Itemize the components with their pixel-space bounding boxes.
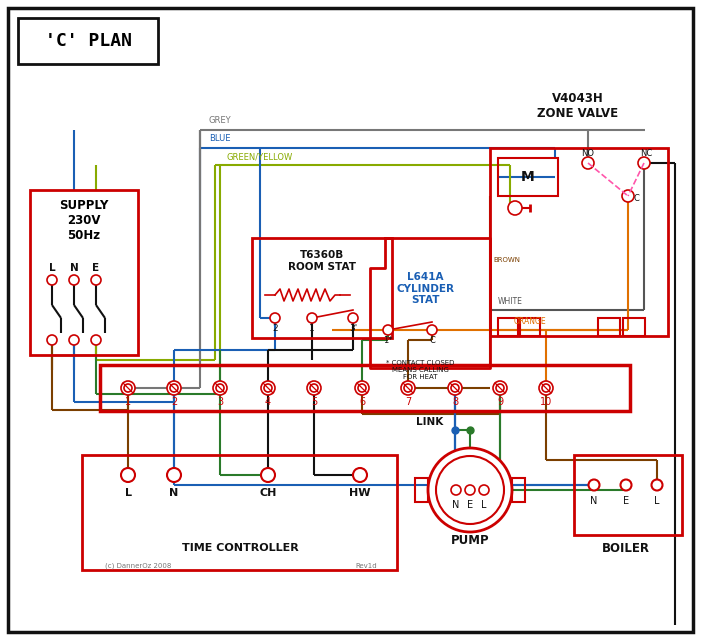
Text: 3: 3 xyxy=(217,397,223,407)
Text: C: C xyxy=(633,194,639,203)
Circle shape xyxy=(213,381,227,395)
Text: T6360B
ROOM STAT: T6360B ROOM STAT xyxy=(288,250,356,272)
Text: M: M xyxy=(521,170,535,184)
Circle shape xyxy=(353,468,367,482)
Circle shape xyxy=(47,275,57,285)
Circle shape xyxy=(167,468,181,482)
Circle shape xyxy=(69,335,79,345)
Text: 8: 8 xyxy=(452,397,458,407)
Circle shape xyxy=(539,381,553,395)
Text: 2: 2 xyxy=(171,397,177,407)
Text: V4043H
ZONE VALVE: V4043H ZONE VALVE xyxy=(538,92,618,120)
Text: C: C xyxy=(429,335,435,344)
Text: 5: 5 xyxy=(311,397,317,407)
Text: 9: 9 xyxy=(497,397,503,407)
Text: L: L xyxy=(482,500,486,510)
Circle shape xyxy=(270,313,280,323)
Circle shape xyxy=(307,313,317,323)
Text: PUMP: PUMP xyxy=(451,533,489,547)
Circle shape xyxy=(355,381,369,395)
Circle shape xyxy=(170,384,178,392)
Text: BROWN: BROWN xyxy=(493,257,520,263)
Text: ORANGE: ORANGE xyxy=(514,317,546,326)
Circle shape xyxy=(651,479,663,490)
Circle shape xyxy=(448,381,462,395)
Circle shape xyxy=(91,275,101,285)
Text: BLUE: BLUE xyxy=(209,134,231,143)
Circle shape xyxy=(121,468,135,482)
Circle shape xyxy=(91,335,101,345)
Text: L: L xyxy=(654,496,660,506)
Text: E: E xyxy=(467,500,473,510)
Circle shape xyxy=(436,456,504,524)
Text: L: L xyxy=(124,488,131,498)
Circle shape xyxy=(621,479,632,490)
Circle shape xyxy=(542,384,550,392)
Circle shape xyxy=(261,381,275,395)
Circle shape xyxy=(404,384,412,392)
Circle shape xyxy=(401,381,415,395)
Text: L641A
CYLINDER
STAT: L641A CYLINDER STAT xyxy=(396,272,454,305)
Text: BOILER: BOILER xyxy=(602,542,650,554)
Text: 3': 3' xyxy=(349,324,357,333)
Circle shape xyxy=(582,157,594,169)
Text: HW: HW xyxy=(350,488,371,498)
Circle shape xyxy=(121,381,135,395)
FancyBboxPatch shape xyxy=(18,18,158,64)
Text: GREEN/YELLOW: GREEN/YELLOW xyxy=(227,152,293,161)
Text: N: N xyxy=(590,496,597,506)
Text: CH: CH xyxy=(259,488,277,498)
Circle shape xyxy=(124,384,132,392)
Circle shape xyxy=(451,485,461,495)
Text: * CONTACT CLOSED
MEANS CALLING
FOR HEAT: * CONTACT CLOSED MEANS CALLING FOR HEAT xyxy=(386,360,454,380)
Text: N: N xyxy=(169,488,178,498)
Circle shape xyxy=(493,381,507,395)
Circle shape xyxy=(479,485,489,495)
Circle shape xyxy=(638,157,650,169)
Text: N: N xyxy=(452,500,460,510)
Text: 2: 2 xyxy=(272,324,278,333)
Text: NO: NO xyxy=(581,149,595,158)
Text: N: N xyxy=(69,263,79,273)
Text: SUPPLY
230V
50Hz: SUPPLY 230V 50Hz xyxy=(59,199,109,242)
Circle shape xyxy=(428,448,512,532)
Text: LINK: LINK xyxy=(416,417,444,427)
Text: 'C' PLAN: 'C' PLAN xyxy=(44,32,131,50)
Circle shape xyxy=(264,384,272,392)
Text: 1*: 1* xyxy=(383,335,392,344)
Text: NC: NC xyxy=(640,149,652,158)
Text: E: E xyxy=(623,496,629,506)
Text: 1: 1 xyxy=(125,397,131,407)
Text: WHITE: WHITE xyxy=(498,297,522,306)
Circle shape xyxy=(167,381,181,395)
Circle shape xyxy=(261,468,275,482)
Circle shape xyxy=(451,384,459,392)
Circle shape xyxy=(307,381,321,395)
FancyBboxPatch shape xyxy=(8,8,693,632)
Circle shape xyxy=(588,479,600,490)
Circle shape xyxy=(508,201,522,215)
Circle shape xyxy=(358,384,366,392)
Circle shape xyxy=(383,325,393,335)
Text: TIME CONTROLLER: TIME CONTROLLER xyxy=(182,543,298,553)
Circle shape xyxy=(310,384,318,392)
Circle shape xyxy=(216,384,224,392)
Circle shape xyxy=(427,325,437,335)
Text: (c) DannerOz 2008: (c) DannerOz 2008 xyxy=(105,563,171,569)
Text: GREY: GREY xyxy=(208,116,232,125)
Circle shape xyxy=(69,275,79,285)
Text: 6: 6 xyxy=(359,397,365,407)
Text: 7: 7 xyxy=(405,397,411,407)
Circle shape xyxy=(496,384,504,392)
Text: L: L xyxy=(48,263,55,273)
Circle shape xyxy=(622,190,634,202)
Text: 10: 10 xyxy=(540,397,552,407)
Text: E: E xyxy=(93,263,100,273)
Circle shape xyxy=(465,485,475,495)
Text: 1: 1 xyxy=(309,324,315,333)
Circle shape xyxy=(348,313,358,323)
Circle shape xyxy=(47,335,57,345)
Text: Rev1d: Rev1d xyxy=(355,563,377,569)
Text: 4: 4 xyxy=(265,397,271,407)
